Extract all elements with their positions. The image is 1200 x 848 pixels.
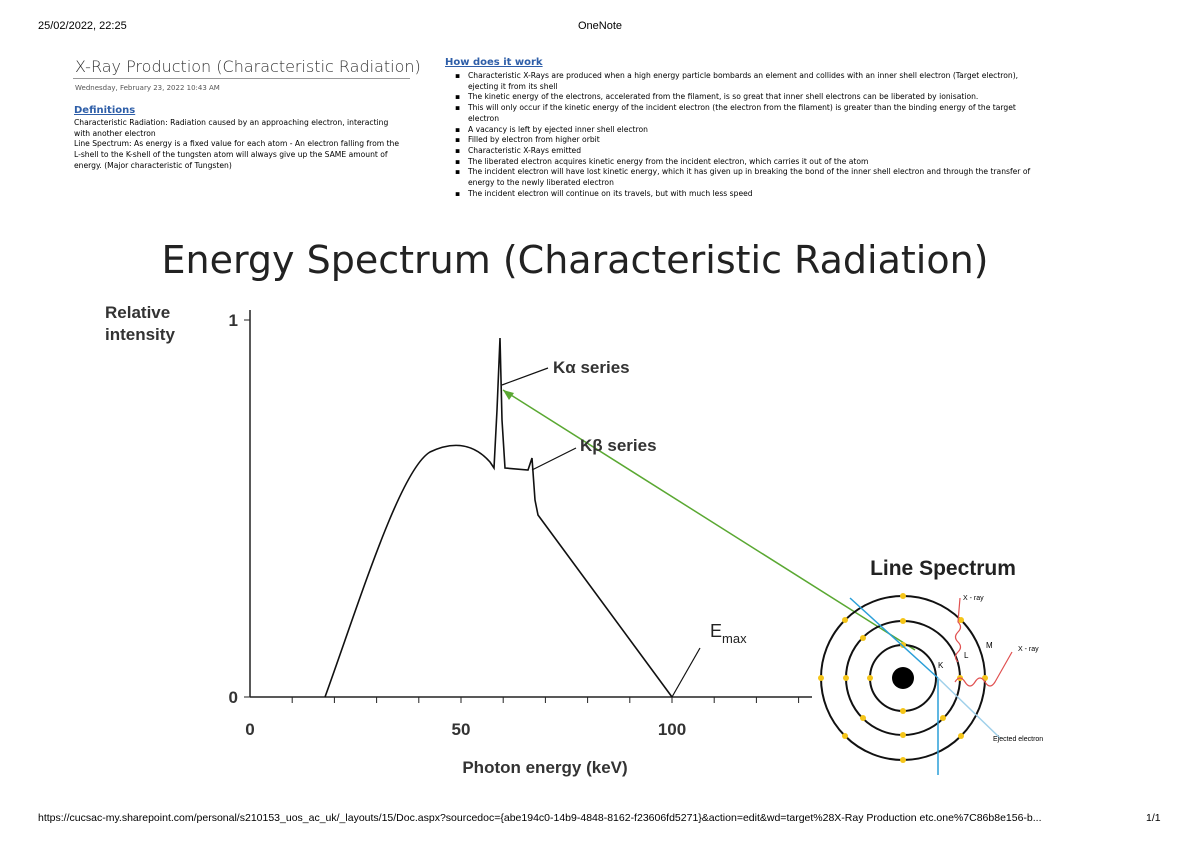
green-arrow xyxy=(502,389,916,651)
definition-line: L-shell to the K-shell of the tungsten a… xyxy=(74,150,388,160)
definition-line: energy. (Major characteristic of Tungste… xyxy=(74,160,232,170)
xray-label: X - ray xyxy=(963,595,984,602)
kalpha-pointer xyxy=(501,367,549,386)
bullet-line: This will only occur if the kinetic ener… xyxy=(468,103,1016,113)
definition-line: Characteristic Radiation: Radiation caus… xyxy=(74,118,389,127)
xray-label: X - ray xyxy=(1018,646,1039,653)
spectrum-curve xyxy=(324,337,673,698)
footer-url: https://cucsac-my.sharepoint.com/persona… xyxy=(38,812,1042,824)
y-tick-label: 1 xyxy=(229,311,238,330)
bullet-list: Characteristic X-Rays are produced when … xyxy=(455,71,1031,200)
bullet-line: Characteristic X-Rays emitted xyxy=(468,145,582,155)
bullet-item: The kinetic energy of the electrons, acc… xyxy=(455,92,1030,103)
figure: Relative intensity Photon energy (keV) K… xyxy=(105,303,1043,777)
bullet-line: The liberated electron acquires kinetic … xyxy=(468,156,869,166)
y-tick-label: 0 xyxy=(229,688,238,707)
incident-path xyxy=(849,597,939,679)
bullet-item: The liberated electron acquires kinetic … xyxy=(455,156,1030,168)
ejected-path xyxy=(937,677,1001,739)
definition-line: Line Spectrum: As energy is a fixed valu… xyxy=(74,139,400,149)
k-alpha-label: Kα series xyxy=(553,358,630,377)
bullet-line: A vacancy is left by ejected inner shell… xyxy=(468,124,648,134)
shell-label: L xyxy=(964,651,969,660)
xray-wave xyxy=(954,597,962,663)
line-spectrum-title: Line Spectrum xyxy=(870,557,1016,580)
emax-label: Emax xyxy=(710,621,747,646)
emax-pointer xyxy=(671,647,701,698)
definitions: Characteristic Radiation: Radiation caus… xyxy=(74,118,399,172)
section-heading: How does it work xyxy=(445,57,543,68)
y-label: intensity xyxy=(105,325,175,344)
section-heading: Definitions xyxy=(74,105,136,116)
y-label: Relative xyxy=(105,303,170,322)
bullet-line: The incident electron will have lost kin… xyxy=(468,167,1031,177)
xray-wave xyxy=(954,651,1013,687)
bullet-line: Characteristic X-Rays are produced when … xyxy=(468,71,1019,80)
figure-title: Energy Spectrum (Characteristic Radiatio… xyxy=(161,238,989,282)
bullet-item: Characteristic X-Rays are produced when … xyxy=(455,71,1030,92)
x-tick-label: 100 xyxy=(658,720,686,739)
print-date: 25/02/2022, 22:25 xyxy=(38,20,127,32)
bullet-item: A vacancy is left by ejected inner shell… xyxy=(455,124,1030,136)
shell-label: M xyxy=(986,641,993,650)
bullet-line: energy to the newly liberated electron xyxy=(468,178,614,188)
bullet-line: electron xyxy=(468,113,500,123)
x-label: Photon energy (keV) xyxy=(462,758,627,777)
nucleus xyxy=(892,667,914,689)
definition-line: with another electron xyxy=(74,128,156,138)
electrons xyxy=(818,593,988,763)
kbeta-pointer xyxy=(531,447,577,471)
bullet-line: Filled by electron from higher orbit xyxy=(468,135,600,145)
note-title: X-Ray Production (Characteristic Radiati… xyxy=(75,57,421,76)
x-tick-label: 50 xyxy=(452,720,471,739)
bullet-line: ejecting it from its shell xyxy=(468,81,558,91)
k-beta-label: Kβ series xyxy=(580,436,657,455)
shell-label: K xyxy=(938,661,944,670)
bullet-item: Filled by electron from higher orbit xyxy=(455,135,1030,146)
bullet-item: The incident electron will continue on i… xyxy=(455,188,1030,200)
note-date: Wednesday, February 23, 2022 10:43 AM xyxy=(75,84,220,92)
bullet-item: This will only occur if the kinetic ener… xyxy=(455,103,1030,124)
title-rule xyxy=(73,78,410,79)
page-number: 1/1 xyxy=(1146,812,1161,824)
ejected-label: Ejected electron xyxy=(993,736,1043,743)
app-name: OneNote xyxy=(577,20,623,32)
arrow-head xyxy=(503,390,514,400)
bullet-item: Characteristic X-Rays emitted xyxy=(455,145,1030,157)
x-tick-label: 0 xyxy=(245,720,254,739)
bullet-line: The incident electron will continue on i… xyxy=(468,188,753,198)
bullet-line: The kinetic energy of the electrons, acc… xyxy=(468,92,979,102)
bullet-item: The incident electron will have lost kin… xyxy=(455,167,1031,188)
